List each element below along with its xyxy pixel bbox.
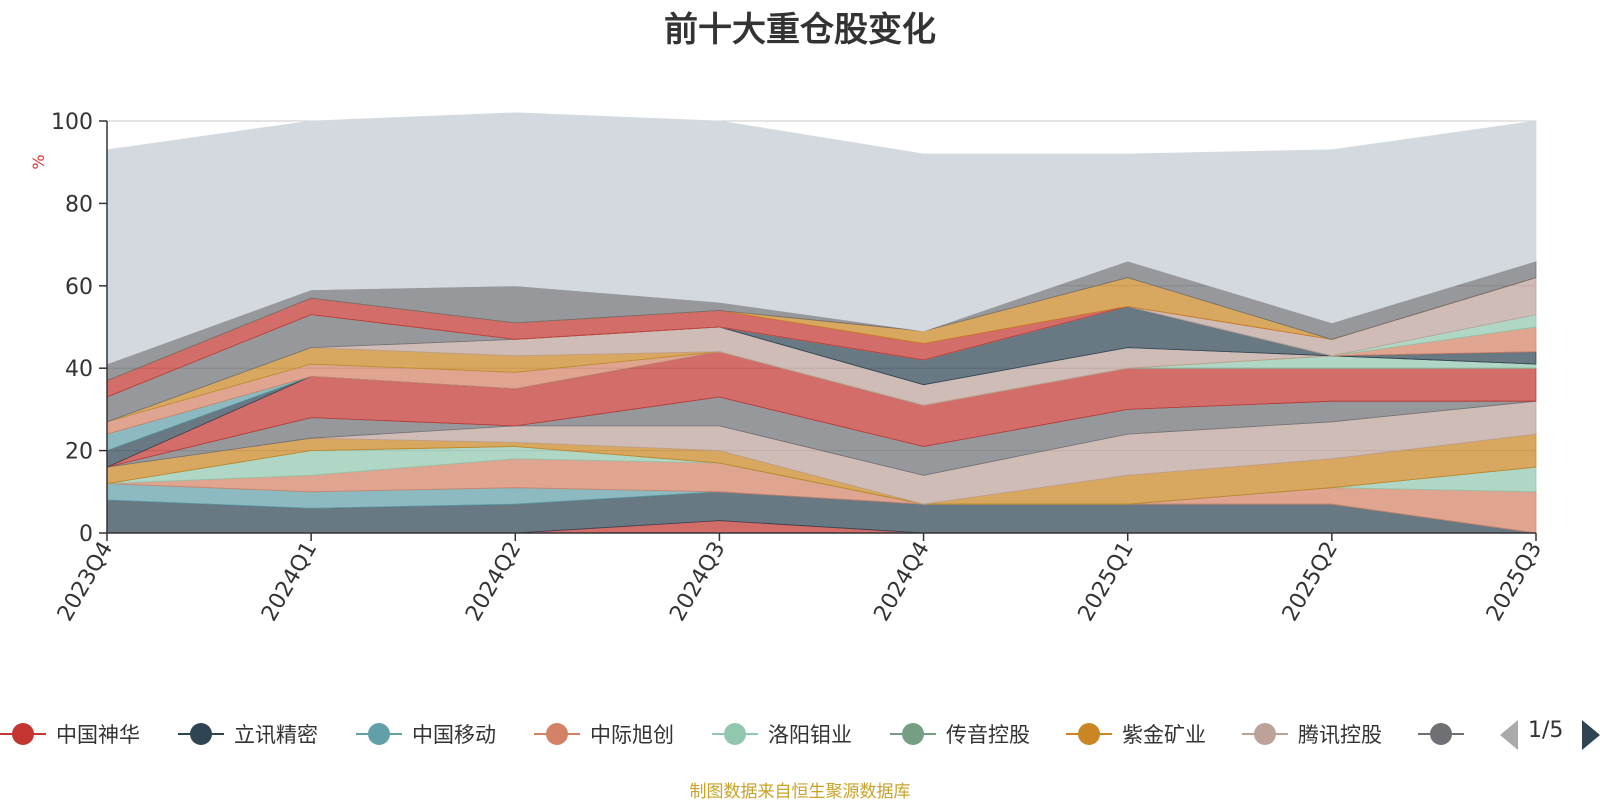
legend-item[interactable]: 腾讯控股 (1242, 712, 1382, 756)
chart-title: 前十大重仓股变化 (664, 10, 936, 50)
legend-prev-page-icon[interactable] (1500, 720, 1518, 750)
legend-next-page-icon[interactable] (1582, 720, 1600, 750)
area-series (106, 112, 1537, 534)
legend-item[interactable]: 洛阳钼业 (712, 712, 852, 756)
legend-label: 中国神华 (56, 723, 140, 747)
legend-item[interactable] (1418, 712, 1474, 756)
legend-item[interactable]: 中国移动 (356, 712, 496, 756)
legend: 中国神华 立讯精密 中国移动 中际旭创 洛阳钼业 传音控股 紫金矿业 腾讯控股 (0, 712, 1488, 756)
legend-pager: 1/5 (1500, 718, 1600, 750)
legend-label: 腾讯控股 (1298, 723, 1382, 747)
legend-label: 紫金矿业 (1122, 723, 1206, 747)
legend-label: 立讯精密 (234, 723, 318, 747)
y-tick-label: 40 (65, 357, 93, 382)
area-series-25 (106, 112, 1537, 365)
x-tick-label: 2024Q4 (869, 538, 934, 626)
legend-label: 中际旭创 (590, 723, 674, 747)
legend-label: 洛阳钼业 (768, 723, 852, 747)
y-axis-unit: % (29, 154, 48, 169)
legend-item[interactable]: 中际旭创 (534, 712, 674, 756)
x-tick-label: 2025Q3 (1482, 538, 1547, 626)
legend-marker-icon (534, 722, 580, 746)
legend-item[interactable]: 立讯精密 (178, 712, 318, 756)
legend-marker-icon (1418, 722, 1464, 746)
legend-marker-icon (890, 722, 936, 746)
legend-item[interactable]: 中国神华 (0, 712, 140, 756)
legend-page-indicator: 1/5 (1528, 718, 1564, 743)
x-tick-label: 2025Q2 (1278, 538, 1343, 626)
y-tick-label: 20 (65, 440, 93, 465)
y-tick-label: 0 (79, 522, 93, 547)
legend-item[interactable]: 传音控股 (890, 712, 1030, 756)
legend-marker-icon (178, 722, 224, 746)
x-tick-label: 2024Q2 (461, 538, 526, 626)
legend-marker-icon (712, 722, 758, 746)
y-tick-label: 100 (51, 110, 93, 135)
y-tick-label: 80 (65, 192, 93, 217)
x-tick-label: 2024Q1 (257, 538, 322, 626)
legend-item[interactable]: 紫金矿业 (1066, 712, 1206, 756)
legend-marker-icon (356, 722, 402, 746)
x-tick-label: 2025Q1 (1074, 538, 1139, 626)
y-tick-label: 60 (65, 275, 93, 300)
x-tick-label: 2023Q4 (53, 538, 118, 626)
legend-label: 中国移动 (412, 723, 496, 747)
legend-marker-icon (1066, 722, 1112, 746)
legend-marker-icon (1242, 722, 1288, 746)
source-note: 制图数据来自恒生聚源数据库 (689, 782, 911, 802)
legend-marker-icon (0, 722, 46, 746)
legend-label: 传音控股 (946, 723, 1030, 747)
x-tick-label: 2024Q3 (665, 538, 730, 626)
